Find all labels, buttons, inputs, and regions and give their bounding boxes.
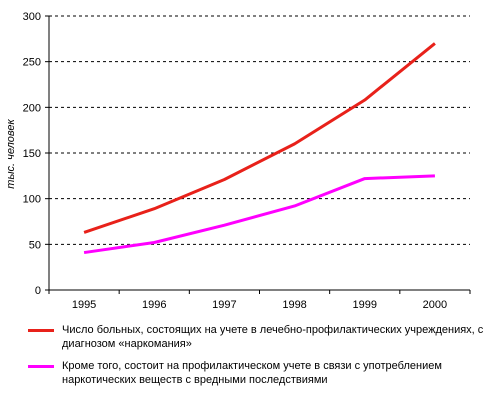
series-lines	[83, 42, 436, 255]
x-tick-label: 1997	[212, 299, 236, 311]
y-tick-label: 50	[29, 239, 41, 251]
x-tick-label: 1996	[142, 299, 166, 311]
y-axis-label: тыс. человек	[5, 118, 17, 188]
legend-item-series-2: Кроме того, состоит на профилактическом …	[28, 359, 490, 387]
y-tick-label: 300	[23, 11, 41, 23]
legend: Число больных, состоящих на учете в лече…	[28, 323, 490, 395]
series-line-2	[83, 174, 435, 255]
y-tick-labels: 0 50 100 150 200 250 300	[23, 11, 41, 297]
y-tick-label: 250	[23, 57, 41, 69]
legend-swatch-magenta	[28, 365, 54, 368]
y-tick-label: 0	[35, 285, 41, 297]
x-tick-labels: 1995 1996 1997 1998 1999 2000	[72, 299, 447, 311]
legend-label: Кроме того, состоит на профилактическом …	[62, 360, 442, 386]
axes	[45, 15, 471, 294]
series-line-1	[83, 42, 436, 234]
grid-lines	[49, 15, 470, 245]
line-chart: 0 50 100 150 200 250 300 1995 1996 1997 1998 1999 2…	[5, 11, 471, 311]
y-tick-label: 100	[23, 194, 41, 206]
legend-label: Число больных, состоящих на учете в лече…	[62, 324, 484, 350]
x-tick-label: 2000	[423, 299, 447, 311]
y-tick-label: 200	[23, 102, 41, 114]
legend-swatch-red	[28, 329, 54, 332]
legend-item-series-1: Число больных, состоящих на учете в лече…	[28, 323, 490, 351]
y-tick-label: 150	[23, 148, 41, 160]
x-tick-label: 1999	[353, 299, 377, 311]
x-tick-label: 1998	[282, 299, 306, 311]
x-tick-label: 1995	[72, 299, 96, 311]
